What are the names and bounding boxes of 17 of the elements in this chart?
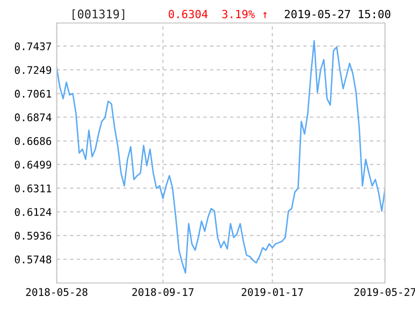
y-tick-label: 0.5936 (14, 232, 52, 240)
y-tick-label: 0.5748 (14, 256, 52, 264)
y-tick-label: 0.6874 (14, 113, 52, 122)
y-tick-label: 0.6311 (14, 184, 52, 192)
x-tick-label: 2018-05-28 (26, 288, 88, 296)
text: 0.6304 3.19% ↑ (168, 10, 267, 18)
y-tick-label: 0.6124 (14, 208, 52, 216)
x-tick-label: 2018-09-17 (132, 288, 194, 296)
y-tick-label: 0.7249 (14, 66, 52, 74)
y-tick-label: 0.7437 (14, 42, 52, 50)
y-tick-label: 0.6686 (14, 137, 52, 146)
chart-title: [001319] (72, 9, 124, 20)
y-tick-label: 0.7061 (14, 90, 52, 98)
line-series (56, 40, 385, 274)
x-tick-label: 2019-01-17 (242, 288, 303, 296)
y-tick-label: 0.6499 (14, 160, 52, 169)
text: 2019-05-27 15:00 (284, 10, 390, 18)
